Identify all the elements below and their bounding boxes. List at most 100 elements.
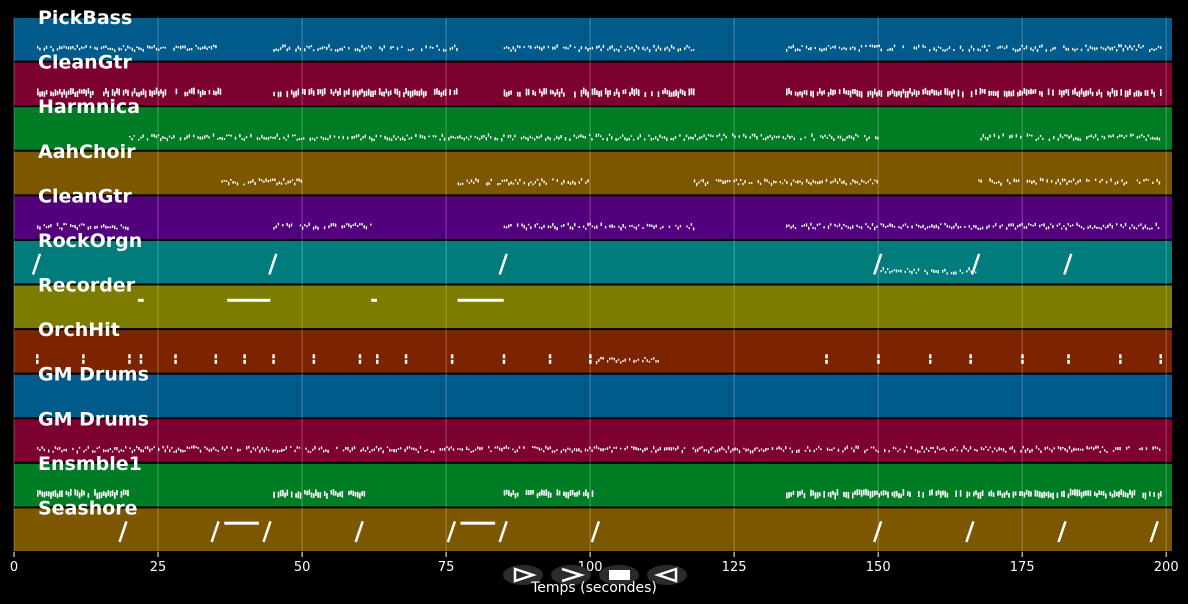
note [56,90,59,96]
note [497,183,499,186]
note [841,227,843,230]
note [81,489,83,497]
note [224,448,226,451]
note [615,88,618,95]
note [1159,359,1162,364]
note [792,44,794,48]
note [199,449,202,453]
note [651,224,653,227]
note [800,138,802,141]
note [843,47,845,50]
note [953,89,955,95]
note [1098,89,1100,95]
note [1052,47,1054,51]
note [508,490,510,496]
play-button[interactable] [503,565,543,585]
note [41,446,43,449]
note [1022,446,1024,449]
note [896,91,898,97]
note [1030,224,1032,226]
note [846,136,848,139]
note [1129,227,1131,230]
note [363,90,366,97]
note [78,224,81,227]
note [257,446,259,449]
note [725,135,727,139]
note [823,48,825,51]
note [1108,134,1110,138]
note [582,87,585,95]
note [609,224,611,228]
slide-note [268,253,278,275]
note [505,445,507,449]
note [261,447,263,451]
note [371,137,373,142]
note [468,182,470,184]
note [306,490,308,496]
stop-button[interactable] [599,565,639,585]
note [213,90,215,95]
note [527,223,530,226]
note [70,488,72,496]
note [279,450,281,452]
note [394,88,396,94]
note [419,134,421,138]
note [397,136,399,138]
note [681,449,683,454]
note [1125,181,1128,184]
note [1158,181,1161,185]
note [915,90,918,97]
note [845,90,847,95]
note [417,450,419,454]
note [109,226,111,229]
note [893,225,896,228]
note [869,90,872,96]
note [1057,446,1060,449]
note [834,178,836,182]
note [918,224,920,228]
note [228,134,230,136]
note [180,449,182,453]
track-band [14,240,1172,284]
track-notes [137,298,504,302]
note [1051,449,1053,453]
note [726,179,729,183]
note [1026,133,1029,137]
note [496,446,499,449]
note [43,224,45,227]
rewind-button[interactable] [647,565,687,585]
note [565,449,567,453]
note [653,44,655,48]
forward-button[interactable] [551,565,591,585]
note [1127,90,1129,97]
note [962,91,964,98]
grid-lines [13,17,1167,552]
note [602,357,604,360]
note [1116,180,1119,184]
note [345,447,347,450]
note [82,354,85,359]
note [83,47,85,49]
note [988,491,990,497]
note [1119,134,1121,137]
note [259,137,261,140]
note [215,449,217,451]
note [270,136,272,139]
note [197,447,199,450]
note [299,47,302,51]
note [816,492,819,499]
note [1054,46,1056,50]
note [839,135,842,139]
note [363,47,365,51]
note [757,180,759,183]
note [1032,224,1034,227]
note [830,47,832,49]
note [760,448,763,451]
note [856,224,858,227]
note [786,492,788,499]
note [655,360,657,363]
note [122,450,125,452]
x-tick-label: 0 [10,560,18,575]
note [291,179,294,182]
note [648,224,651,227]
